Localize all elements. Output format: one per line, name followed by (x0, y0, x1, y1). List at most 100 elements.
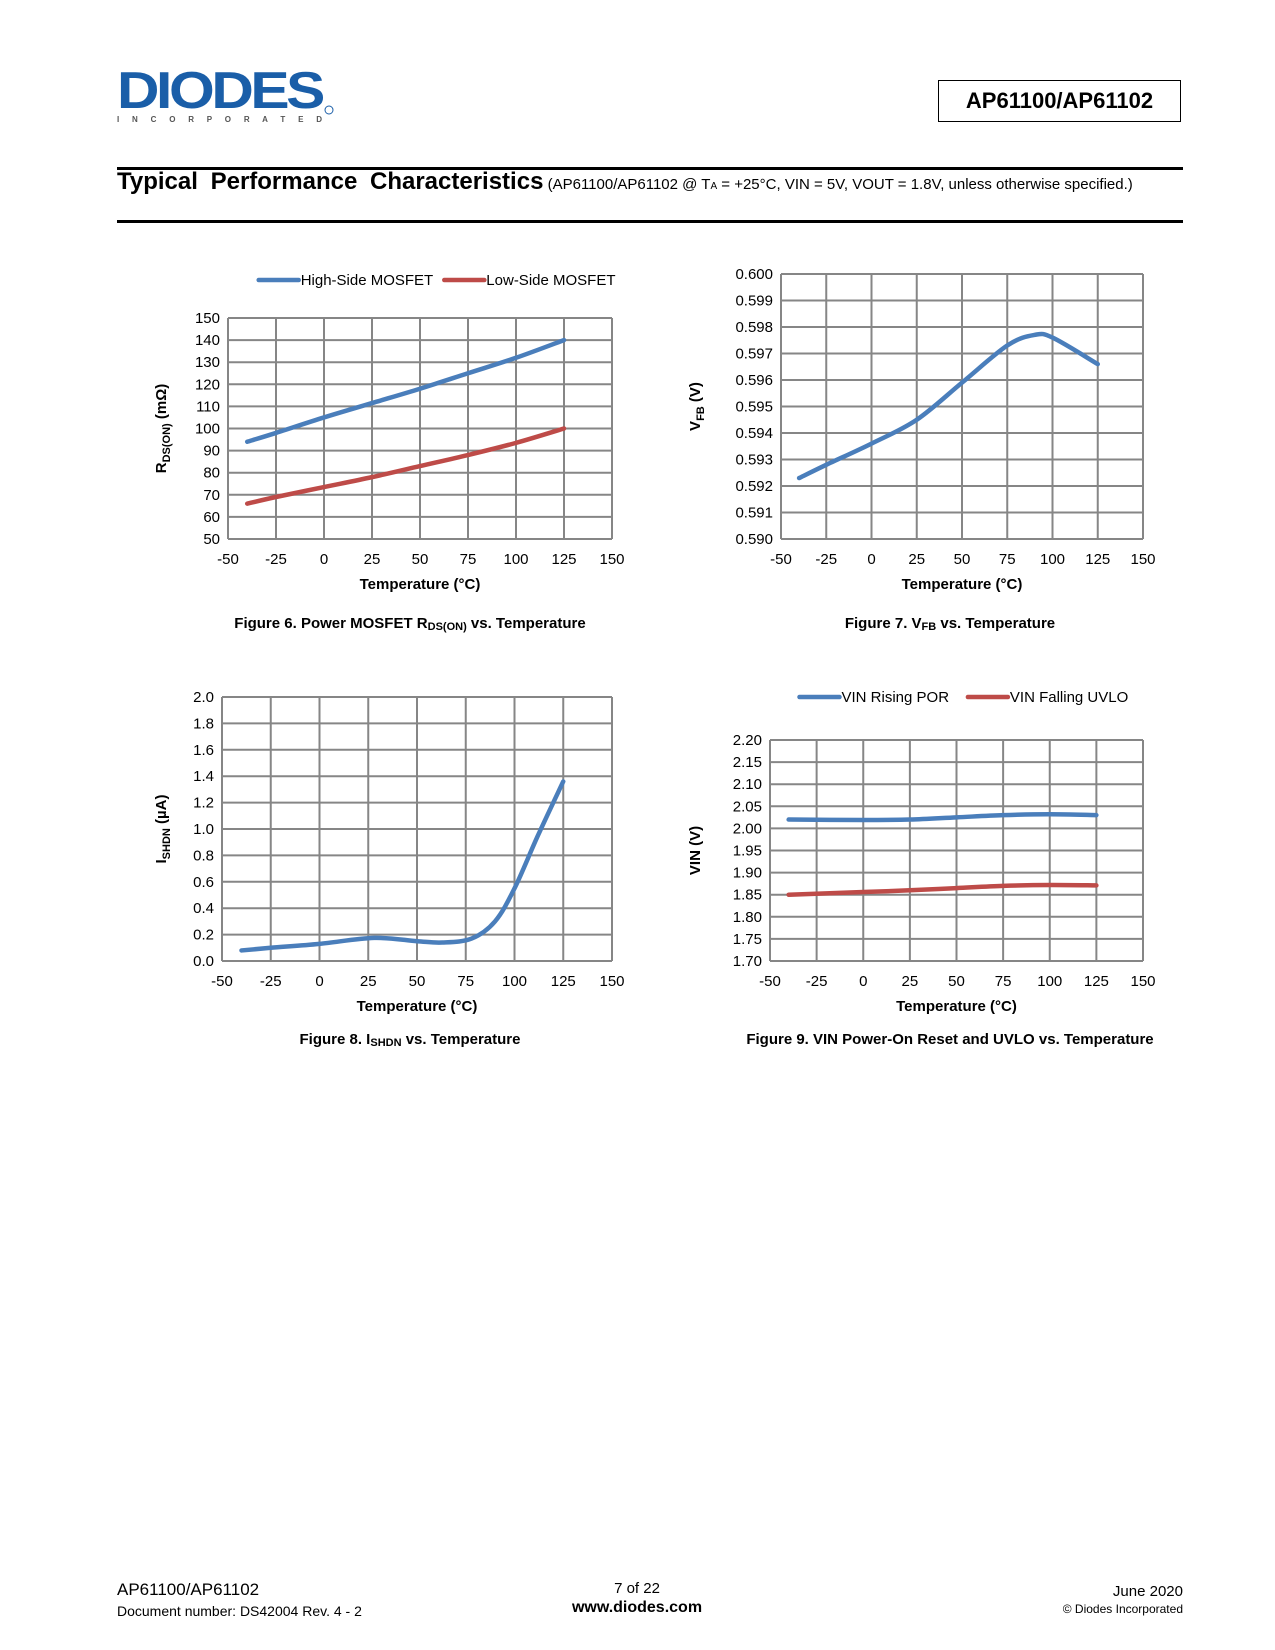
footer-doc-number: Document number: DS42004 Rev. 4 - 2 (117, 1603, 362, 1619)
x-tick-label: 75 (999, 551, 1016, 568)
y-tick-label: 1.90 (733, 865, 762, 882)
footer-copyright: © Diodes Incorporated (1062, 1602, 1183, 1616)
x-tick-label: 50 (412, 551, 429, 568)
x-tick-label: 125 (1084, 973, 1109, 990)
figure-9-caption: Figure 9. VIN Power-On Reset and UVLO vs… (746, 1031, 1154, 1048)
x-tick-label: 25 (908, 551, 925, 568)
x-tick-label: 100 (1037, 973, 1062, 990)
series-line-high-side-mosfet (244, 337, 567, 445)
y-tick-label: 0.594 (735, 425, 773, 442)
figure-8-caption: Figure 8. ISHDN vs. Temperature (299, 1031, 521, 1049)
x-tick-label: 50 (954, 551, 971, 568)
x-tick-label: -50 (211, 973, 233, 990)
y-tick-label: 1.75 (733, 931, 762, 948)
top-rule (117, 167, 1183, 170)
y-tick-label: 1.80 (733, 909, 762, 926)
y-tick-label: 1.95 (733, 843, 762, 860)
y-tick-label: 100 (195, 421, 220, 438)
y-tick-label: 110 (196, 398, 220, 415)
y-tick-label: 90 (203, 443, 220, 460)
footer-website-link[interactable]: www.diodes.com (571, 1599, 703, 1616)
footer-part: AP61100/AP61102 (117, 1580, 260, 1599)
y-tick-label: 1.6 (193, 742, 214, 759)
x-tick-label: 125 (551, 551, 576, 568)
series-line-0 (796, 331, 1100, 481)
x-tick-label: -25 (260, 973, 282, 990)
chart-6: 50 60 70 80 90 100 110 120 130 140 150 -50 -25 0 25 50 7… (153, 272, 625, 593)
series-line-vin-falling-uvlo (786, 882, 1099, 897)
y-tick-label: 1.0 (193, 821, 214, 838)
y-tick-label: 2.00 (733, 820, 762, 837)
chart-7: 0.590 0.591 0.592 0.593 0.594 0.595 0.596 0.597… (687, 266, 1156, 593)
x-tick-label: 75 (460, 551, 477, 568)
x-tick-label: 125 (551, 973, 576, 990)
y-tick-label: 70 (203, 487, 220, 504)
legend: High-Side MOSFET Low-Side MOSFET (256, 272, 616, 289)
part-number: AP61100/AP61102 (965, 88, 1154, 113)
legend: VIN Rising POR VIN Falling UVLO (797, 689, 1128, 706)
y-tick-label: 1.8 (193, 715, 214, 732)
y-axis-label: VIN (V) (687, 826, 704, 875)
x-tick-label: -50 (770, 551, 792, 568)
legend-label: VIN Falling UVLO (1010, 689, 1128, 706)
part-number-box: AP61100/AP61102 (938, 80, 1181, 122)
y-tick-label: 140 (195, 332, 220, 349)
x-tick-label: -25 (265, 551, 287, 568)
x-tick-label: 25 (364, 551, 381, 568)
y-tick-label: 0.595 (735, 399, 773, 416)
heading-bottom-rule (117, 220, 1183, 223)
legend-label: VIN Rising POR (842, 689, 950, 706)
x-tick-label: 0 (320, 551, 328, 568)
x-tick-label: -25 (806, 973, 828, 990)
y-tick-label: 0.8 (193, 847, 214, 864)
y-tick-label: 2.20 (733, 732, 762, 749)
y-tick-label: 120 (195, 376, 220, 393)
y-tick-label: 0.593 (735, 452, 773, 469)
x-tick-label: 100 (502, 973, 527, 990)
y-tick-label: 2.0 (193, 689, 214, 706)
legend-label: High-Side MOSFET (301, 272, 434, 289)
footer-date: June 2020 (1112, 1583, 1183, 1600)
y-axis-label: ISHDN (µA) (153, 795, 173, 864)
footer-page-number: 7 of 22 (614, 1580, 660, 1597)
section-title: Typical Performance Characteristics (117, 168, 544, 195)
x-tick-label: 150 (1130, 551, 1155, 568)
figure-7-caption: Figure 7. VFB vs. Temperature (844, 615, 1056, 633)
section-heading: Typical Performance Characteristics (AP6… (117, 170, 1183, 196)
y-tick-label: 0.590 (735, 531, 773, 548)
y-axis-label: RDS(ON) (mΩ) (153, 384, 173, 473)
x-tick-label: 50 (948, 973, 965, 990)
y-tick-label: 130 (195, 354, 220, 371)
figure-6-caption: Figure 6. Power MOSFET RDS(ON) vs. Tempe… (234, 615, 586, 633)
x-axis-label: Temperature (°C) (896, 998, 1017, 1015)
x-tick-label: -50 (759, 973, 781, 990)
x-tick-label: 75 (995, 973, 1012, 990)
x-tick-label: 150 (599, 551, 624, 568)
x-axis-label: Temperature (°C) (360, 576, 481, 593)
y-axis-label: VFB (V) (687, 382, 707, 431)
x-tick-label: 150 (599, 973, 624, 990)
x-tick-label: 0 (867, 551, 875, 568)
series-line-low-side-mosfet (244, 426, 567, 506)
x-axis-label: Temperature (°C) (357, 998, 478, 1015)
legend-label: Low-Side MOSFET (486, 272, 615, 289)
y-tick-label: 50 (203, 531, 220, 548)
y-tick-label: 2.15 (733, 754, 762, 771)
x-tick-label: 100 (1040, 551, 1065, 568)
y-tick-label: 1.70 (733, 953, 762, 970)
x-tick-label: 150 (1130, 973, 1155, 990)
y-tick-label: 0.599 (735, 293, 773, 310)
y-tick-label: 0.597 (735, 346, 773, 363)
y-tick-label: 0.600 (735, 266, 773, 283)
x-tick-label: -25 (815, 551, 837, 568)
y-tick-label: 0.6 (193, 874, 214, 891)
y-tick-label: 0.0 (193, 953, 214, 970)
chart-8: 0.0 0.2 0.4 0.6 0.8 1.0 1.2 1.4 1.6 1.8 2.0 -50 -25 0… (153, 689, 625, 1015)
series-line-vin-rising-por (786, 812, 1099, 823)
x-tick-label: 0 (859, 973, 867, 990)
x-tick-label: -50 (217, 551, 239, 568)
chart-9: 1.70 1.75 1.80 1.85 1.90 1.95 2.00 2.05 2.10 2.15… (687, 689, 1156, 1015)
x-tick-label: 125 (1085, 551, 1110, 568)
